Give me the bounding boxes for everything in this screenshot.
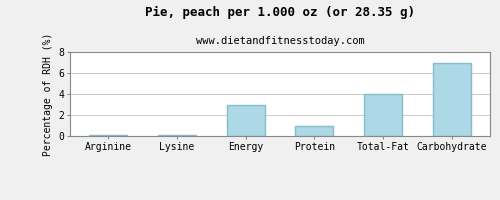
Bar <box>296 126 334 136</box>
Bar <box>364 94 402 136</box>
Bar <box>89 135 127 136</box>
Y-axis label: Percentage of RDH (%): Percentage of RDH (%) <box>43 32 53 156</box>
Bar <box>226 104 264 136</box>
Text: www.dietandfitnesstoday.com: www.dietandfitnesstoday.com <box>196 36 364 46</box>
Bar <box>433 62 471 136</box>
Text: Pie, peach per 1.000 oz (or 28.35 g): Pie, peach per 1.000 oz (or 28.35 g) <box>145 6 415 19</box>
Bar <box>158 135 196 136</box>
